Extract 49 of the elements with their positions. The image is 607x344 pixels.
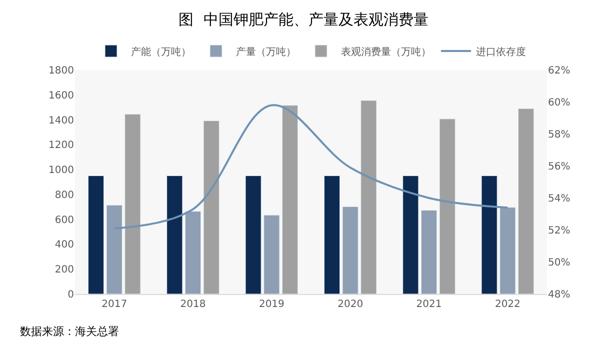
bar: [518, 108, 534, 294]
bar: [360, 100, 377, 294]
bar: [439, 118, 456, 294]
y-tick-label: 200: [54, 264, 74, 276]
bar: [324, 176, 340, 294]
y2-tick-label: 54%: [548, 194, 570, 204]
bar: [420, 210, 438, 294]
y-tick-label: 0: [68, 290, 74, 300]
bar: [402, 176, 419, 294]
bar: [500, 207, 516, 294]
bar: [481, 176, 498, 294]
x-tick-label: 2021: [416, 299, 442, 310]
bar: [88, 176, 104, 294]
bar: [106, 204, 122, 294]
bar: [184, 211, 202, 294]
x-tick-label: 2020: [338, 299, 364, 310]
chart-title: 图 中国钾肥产能、产量及表观消费量: [178, 10, 428, 28]
bar: [264, 214, 280, 294]
y2-tick-label: 56%: [548, 162, 570, 172]
bar: [203, 120, 220, 294]
bar: [245, 176, 262, 294]
x-tick-label: 2017: [102, 299, 128, 310]
y-tick-label: 400: [54, 240, 74, 251]
y-tick-label: 1600: [48, 90, 74, 102]
y-tick-label: 1800: [48, 66, 74, 76]
x-tick-label: 2022: [494, 299, 520, 310]
y2-tick-label: 52%: [548, 226, 570, 236]
y2-tick-label: 48%: [548, 290, 570, 300]
y-tick-label: 600: [54, 214, 74, 226]
legend-label: 表观消费量（万吨）: [341, 46, 431, 58]
y2-tick-label: 50%: [548, 258, 570, 268]
bar: [342, 206, 358, 294]
y-tick-label: 1200: [48, 140, 74, 152]
legend-label: 产量（万吨）: [236, 46, 296, 58]
y-tick-label: 1000: [48, 165, 74, 176]
y2-tick-label: 60%: [548, 98, 570, 108]
y-tick-label: 800: [54, 190, 74, 201]
bar: [124, 114, 141, 294]
x-tick-label: 2019: [258, 299, 284, 310]
legend-label: 产能（万吨）: [131, 46, 191, 58]
y2-tick-label: 58%: [548, 130, 570, 140]
x-tick-label: 2018: [180, 299, 206, 310]
line-series: [113, 104, 509, 230]
y2-tick-label: 62%: [548, 66, 570, 76]
bar: [166, 176, 183, 294]
bar: [282, 105, 298, 294]
y-tick-label: 1400: [48, 115, 74, 126]
legend-label: 进口依存度: [476, 46, 526, 58]
source-note: 数据来源：海关总署: [20, 325, 119, 338]
